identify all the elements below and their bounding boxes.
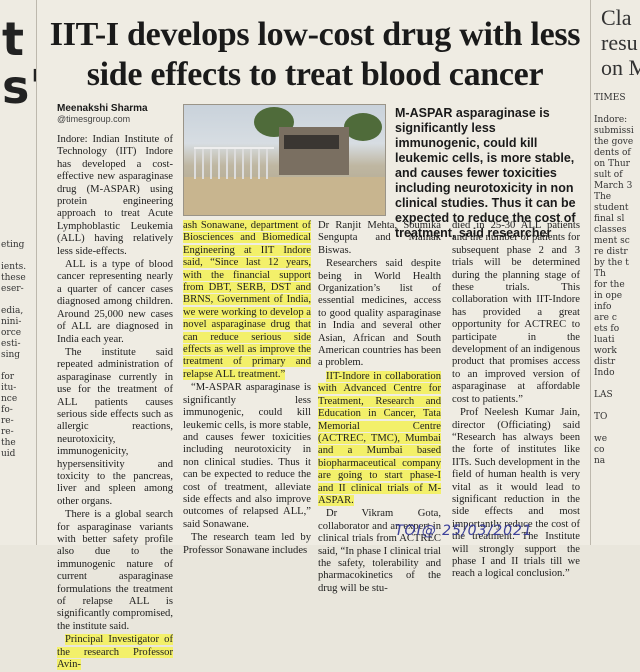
paragraph: died in 25-30 ALL patients and the numbe… bbox=[452, 220, 580, 405]
paragraph: There is a global search for asparaginas… bbox=[57, 509, 173, 632]
paragraph: Principal Investigator of the research P… bbox=[57, 634, 173, 671]
paragraph: Indore: Indian Institute of Technology (… bbox=[57, 134, 173, 257]
left-text-fragment: eting ients. these eser- edia, nini- orc… bbox=[1, 240, 27, 459]
left-headline-fragment: t s' bbox=[2, 12, 36, 114]
paragraph: ash Sonawane, department of Biosciences … bbox=[183, 220, 311, 381]
tree bbox=[344, 113, 382, 141]
highlighted-text: Principal Investigator of the research P… bbox=[57, 634, 173, 671]
highlighted-text: ash Sonawane, department of Biosciences … bbox=[183, 220, 311, 380]
paragraph: “M-ASPAR asparaginase is significantly l… bbox=[183, 382, 311, 530]
adjacent-article-left: t s' eting ients. these eser- edia, nini… bbox=[0, 0, 37, 545]
handwritten-date-annotation: TOI@ 25/03/2021 bbox=[395, 523, 533, 539]
right-headline-fragment: Cla resu on M bbox=[601, 5, 640, 80]
paragraph: Prof Neelesh Kumar Jain, director (Offic… bbox=[452, 407, 580, 580]
paragraph: Dr Ranjit Mehta, Soumika Sengupta and Ma… bbox=[318, 220, 441, 256]
gate bbox=[194, 147, 274, 179]
article-headline: IIT-I develops low-cost drug with less s… bbox=[49, 16, 581, 93]
highlighted-text: IIT-Indore in collaboration with Advance… bbox=[318, 370, 441, 506]
paragraph: IIT-Indore in collaboration with Advance… bbox=[318, 370, 441, 507]
paragraph: The institute said repeated administrati… bbox=[57, 346, 173, 507]
paragraph: Dr Vikram Gota, collaborator and an expe… bbox=[318, 508, 441, 594]
column-3: Dr Ranjit Mehta, Soumika Sengupta and Ma… bbox=[318, 220, 441, 596]
adjacent-article-right: Cla resu on M TIMES Indore: submissi the… bbox=[590, 0, 640, 545]
paragraph: Researchers said despite being in World … bbox=[318, 258, 441, 369]
campus-photo bbox=[183, 104, 386, 216]
author-email: @timesgroup.com bbox=[57, 114, 131, 124]
pull-quote: M-ASPAR asparaginase is significantly le… bbox=[395, 106, 576, 240]
right-text-fragment: TIMES Indore: submissi the gove dents of… bbox=[594, 93, 634, 466]
paragraph: ALL is a type of blood cancer representi… bbox=[57, 259, 173, 345]
column-1: Indore: Indian Institute of Technology (… bbox=[57, 134, 173, 672]
author-name: Meenakshi Sharma bbox=[57, 103, 148, 114]
building-sign bbox=[284, 135, 339, 149]
byline: Meenakshi Sharma @timesgroup.com bbox=[57, 103, 148, 124]
ground bbox=[184, 177, 385, 215]
column-2: ash Sonawane, department of Biosciences … bbox=[183, 220, 311, 558]
